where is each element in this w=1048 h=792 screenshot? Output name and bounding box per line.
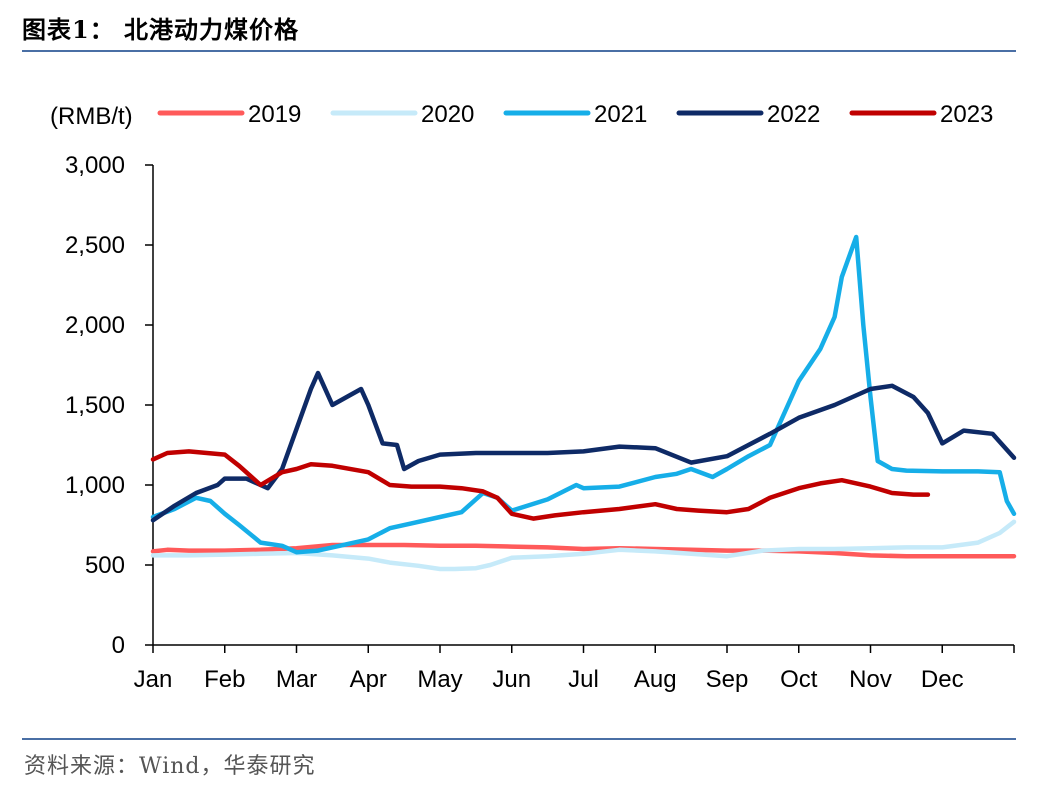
legend-label-2021: 2021 [594, 101, 647, 128]
top-rule [22, 50, 1016, 52]
series-line-2019 [150, 542, 1017, 559]
x-tick-label: Sep [706, 666, 749, 693]
y-tick-label: 1,000 [65, 472, 125, 499]
y-tick-label: 2,500 [65, 232, 125, 259]
x-tick-label: Jan [134, 666, 173, 693]
x-tick-label: Jun [492, 666, 531, 693]
figure-title: 图表1： 北港动力煤价格 [22, 15, 300, 44]
series-line-2020 [150, 519, 1017, 572]
source-note: 资料来源：Wind，华泰研究 [24, 754, 316, 779]
y-tick-label: 0 [112, 632, 125, 659]
y-tick-label: 500 [85, 552, 125, 579]
legend-label-2022: 2022 [767, 101, 820, 128]
bottom-rule [22, 738, 1016, 740]
x-tick-label: Feb [204, 666, 245, 693]
series-lines [150, 234, 1017, 572]
series-line-2023 [150, 449, 931, 521]
x-tick-label: Aug [634, 666, 677, 693]
x-tick-label: Apr [350, 666, 387, 693]
legend-label-2020: 2020 [421, 101, 474, 128]
y-tick-label: 1,500 [65, 392, 125, 419]
x-tick-label: Mar [276, 666, 317, 693]
x-tick-label: Dec [921, 666, 964, 693]
axes: 0 500 1,000 1,500 2,000 2,500 3,000 Jan Feb Mar Ap… [65, 152, 1015, 693]
legend-label-2019: 2019 [248, 101, 301, 128]
legend: 2019 2020 2021 2022 2023 [157, 101, 993, 128]
series-line-2021 [150, 234, 1017, 555]
x-tick-label: Nov [849, 666, 892, 693]
x-tick-label: Oct [780, 666, 818, 693]
y-tick-label: 2,000 [65, 312, 125, 339]
series-line-2022 [150, 370, 1017, 523]
x-tick-label: Jul [568, 666, 599, 693]
legend-label-2023: 2023 [940, 101, 993, 128]
x-tick-label: May [417, 666, 462, 693]
y-tick-label: 3,000 [65, 152, 125, 179]
y-axis-label: (RMB/t) [50, 103, 133, 130]
